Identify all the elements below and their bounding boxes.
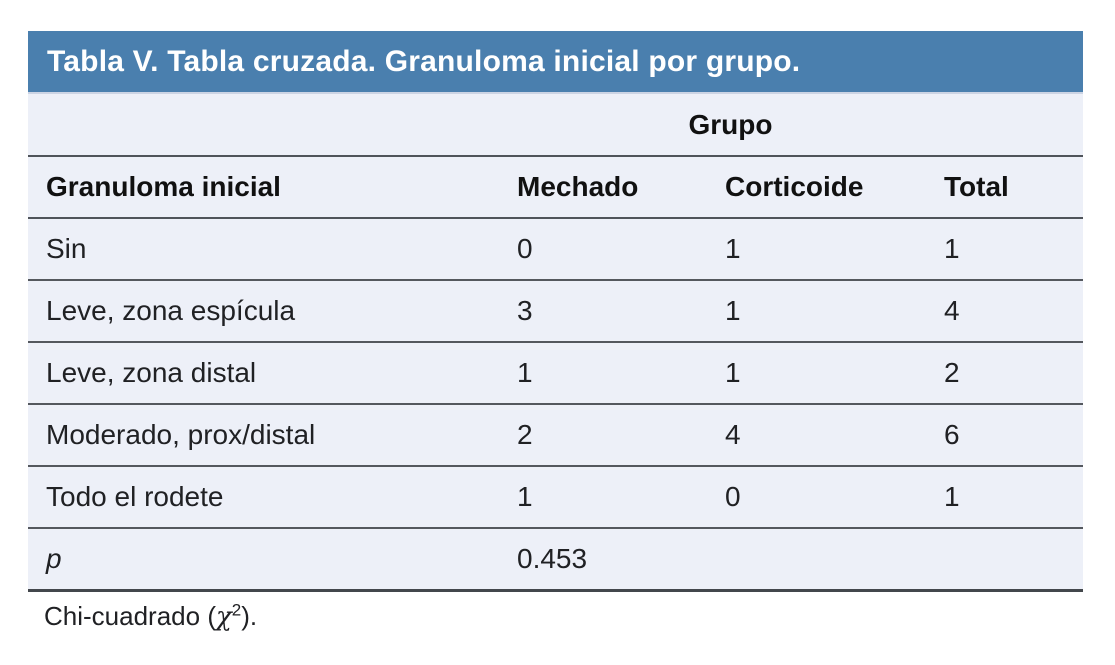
table-row: Leve, zona distal 1 1 2 (28, 342, 1083, 404)
cell-total: 1 (944, 481, 960, 512)
table-row: Moderado, prox/distal 2 4 6 (28, 404, 1083, 466)
cell-mechado: 3 (517, 295, 533, 326)
cell-total: 1 (944, 233, 960, 264)
column-header-label: Granuloma inicial (46, 171, 281, 202)
footnote-prefix: Chi-cuadrado ( (44, 600, 216, 631)
table-row: Leve, zona espícula 3 1 4 (28, 280, 1083, 342)
row-label: Sin (46, 233, 87, 264)
column-header-mechado: Mechado (517, 171, 639, 202)
chi-symbol: χ (215, 601, 232, 632)
cell-mechado: 2 (517, 419, 533, 450)
row-label: Leve, zona distal (46, 357, 257, 388)
footnote-suffix: ). (241, 600, 258, 631)
table-card: Tabla V. Tabla cruzada. Granuloma inicia… (28, 31, 1083, 632)
group-header-cell: Grupo (688, 108, 773, 140)
table-row: Todo el rodete 1 0 1 (28, 466, 1083, 528)
cell-corticoide: 0 (725, 481, 741, 512)
p-label: p (46, 542, 62, 574)
p-value: 0.453 (517, 542, 588, 574)
cell-mechado: 0 (517, 233, 533, 264)
column-header-corticoide: Corticoide (725, 171, 864, 202)
crosstab-table: Grupo Granuloma inicial Mechado Corticoi… (28, 94, 1083, 592)
cell-corticoide: 1 (725, 357, 741, 388)
chi-exponent: 2 (231, 599, 242, 619)
p-empty-total (944, 528, 1083, 590)
table-title: Tabla V. Tabla cruzada. Granuloma inicia… (47, 44, 801, 78)
cell-total: 2 (944, 357, 960, 388)
column-header-row: Granuloma inicial Mechado Corticoide Tot… (28, 156, 1083, 218)
row-label: Leve, zona espícula (46, 295, 296, 326)
row-label: Moderado, prox/distal (46, 419, 316, 450)
column-header-total: Total (944, 171, 1009, 202)
cell-total: 4 (944, 295, 960, 326)
cell-mechado: 1 (517, 481, 533, 512)
group-header-spacer (28, 94, 517, 156)
row-label: Todo el rodete (46, 481, 224, 512)
group-header-row: Grupo (28, 94, 1083, 156)
cell-total: 6 (944, 419, 960, 450)
cell-mechado: 1 (517, 357, 533, 388)
p-value-row: p 0.453 (28, 528, 1083, 590)
cell-corticoide: 1 (725, 295, 741, 326)
table-row: Sin 0 1 1 (28, 218, 1083, 280)
p-empty-corticoide (725, 528, 944, 590)
cell-corticoide: 4 (725, 419, 741, 450)
cell-corticoide: 1 (725, 233, 741, 264)
group-header-spacer-right (944, 94, 1083, 156)
footnote: Chi-cuadrado (χ2). (28, 601, 1083, 632)
table-title-bar: Tabla V. Tabla cruzada. Granuloma inicia… (28, 31, 1083, 94)
